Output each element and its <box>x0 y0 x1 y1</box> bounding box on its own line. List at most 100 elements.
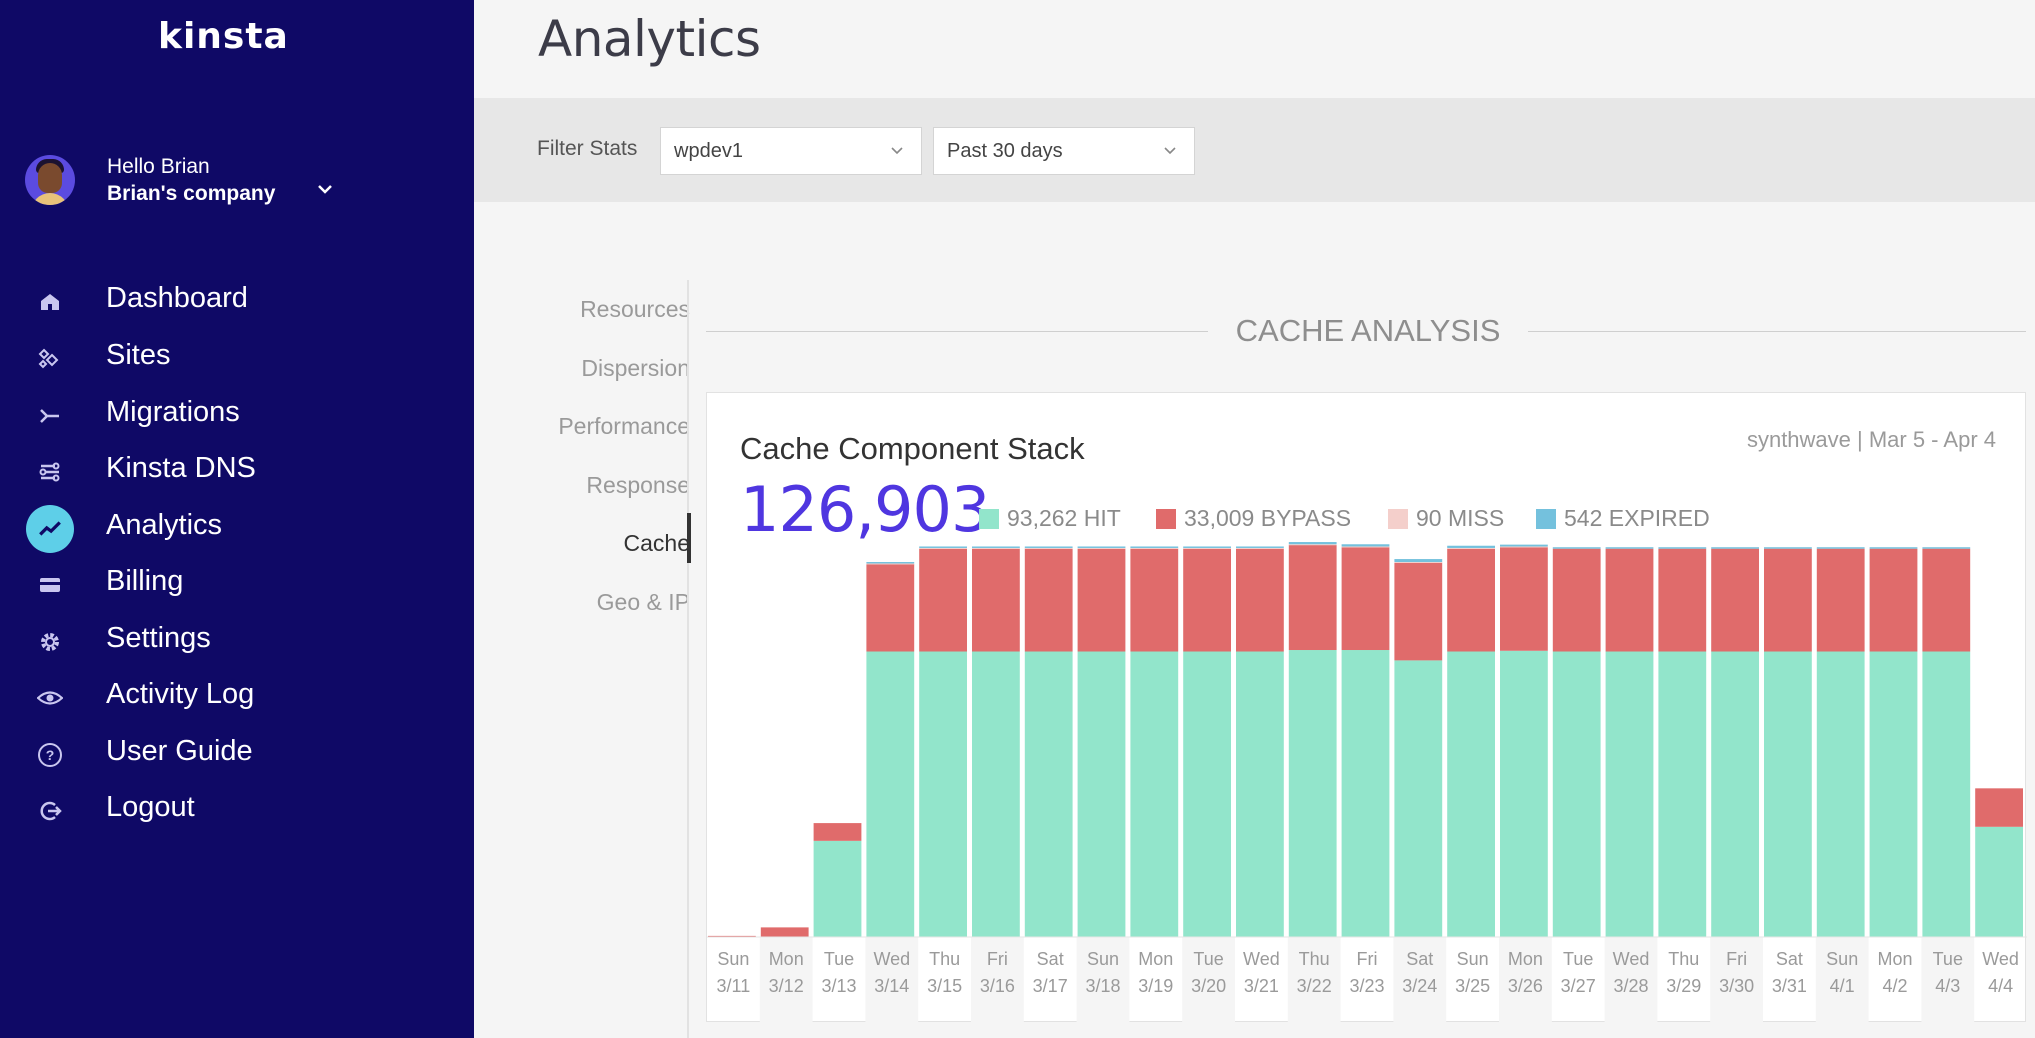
bar-bypass[interactable] <box>866 564 915 652</box>
subnav-dispersion[interactable]: Dispersion <box>581 355 690 381</box>
bar-hit[interactable] <box>1764 651 1812 937</box>
bar-hit[interactable] <box>1447 651 1495 937</box>
bar-expired[interactable] <box>1816 547 1865 549</box>
nav-item-billing[interactable]: Billing <box>0 551 474 611</box>
bar-hit[interactable] <box>972 651 1020 937</box>
bar-hit[interactable] <box>866 651 915 937</box>
nav-item-user-guide[interactable]: ? User Guide <box>0 721 474 781</box>
bar-bypass[interactable] <box>1447 548 1495 652</box>
bar-bypass[interactable] <box>919 548 967 652</box>
bar-miss[interactable] <box>1288 544 1337 546</box>
bar-bypass[interactable] <box>1130 548 1179 652</box>
bar-hit[interactable] <box>1341 650 1390 937</box>
bar-expired[interactable] <box>1711 547 1759 549</box>
bar-hit[interactable] <box>1394 660 1443 937</box>
bar-hit[interactable] <box>1869 651 1918 937</box>
bar-hit[interactable] <box>1236 651 1284 937</box>
bar-expired[interactable] <box>866 562 915 564</box>
bar-hit[interactable] <box>1975 826 2023 937</box>
bar-hit[interactable] <box>919 651 967 937</box>
bar-miss[interactable] <box>1447 547 1495 549</box>
bar-expired[interactable] <box>1394 559 1443 563</box>
bar-bypass[interactable] <box>1816 548 1865 652</box>
bar-hit[interactable] <box>1552 651 1601 937</box>
bar-miss[interactable] <box>1500 546 1548 548</box>
nav-item-analytics[interactable]: Analytics <box>0 495 474 555</box>
bar-expired[interactable] <box>1341 544 1390 547</box>
bar-hit[interactable] <box>1605 651 1654 937</box>
bar-expired[interactable] <box>1024 546 1073 548</box>
nav-item-activity-log[interactable]: Activity Log <box>0 664 474 724</box>
subnav-response[interactable]: Response <box>586 472 690 498</box>
date-range-select[interactable]: Past 30 days <box>933 127 1195 175</box>
bar-bypass[interactable] <box>1869 548 1918 652</box>
bar-miss[interactable] <box>1130 547 1179 549</box>
bar-expired[interactable] <box>919 546 967 548</box>
bar-expired[interactable] <box>1500 544 1548 547</box>
user-menu[interactable]: Hello Brian Brian's company <box>25 155 445 225</box>
bar-bypass[interactable] <box>1236 548 1284 652</box>
bar-bypass[interactable] <box>1341 547 1390 651</box>
bar-expired[interactable] <box>1764 547 1812 549</box>
bar-expired[interactable] <box>1922 547 1971 549</box>
bar-bypass[interactable] <box>1658 548 1707 652</box>
subnav-resources[interactable]: Resources <box>580 296 690 322</box>
bar-hit[interactable] <box>1658 651 1707 937</box>
bar-expired[interactable] <box>1605 547 1654 549</box>
bar-bypass[interactable] <box>1711 548 1759 652</box>
kinsta-logo[interactable]: kinsta <box>158 16 300 66</box>
bar-miss[interactable] <box>1183 547 1231 549</box>
subnav-geo-ip[interactable]: Geo & IP <box>596 589 690 615</box>
bar-miss[interactable] <box>919 547 967 549</box>
bar-bypass[interactable] <box>1183 548 1231 652</box>
nav-item-migrations[interactable]: Migrations <box>0 382 474 442</box>
bar-miss[interactable] <box>866 563 915 565</box>
subnav-cache[interactable]: Cache <box>623 530 690 556</box>
bar-hit[interactable] <box>1288 650 1337 937</box>
bar-bypass[interactable] <box>708 935 756 937</box>
nav-item-settings[interactable]: Settings <box>0 608 474 668</box>
bar-expired[interactable] <box>972 546 1020 548</box>
bar-hit[interactable] <box>1077 651 1126 937</box>
bar-bypass[interactable] <box>972 548 1020 652</box>
bar-bypass[interactable] <box>1922 548 1971 652</box>
bar-bypass[interactable] <box>1764 548 1812 652</box>
bar-hit[interactable] <box>1024 651 1073 937</box>
bar-expired[interactable] <box>1447 545 1495 548</box>
bar-bypass[interactable] <box>1500 547 1548 651</box>
bar-expired[interactable] <box>1130 546 1179 548</box>
bar-hit[interactable] <box>1130 651 1179 937</box>
bar-miss[interactable] <box>1024 547 1073 549</box>
bar-miss[interactable] <box>1236 547 1284 549</box>
bar-bypass[interactable] <box>1552 548 1601 652</box>
bar-miss[interactable] <box>972 547 1020 549</box>
site-select[interactable]: wpdev1 <box>660 127 922 175</box>
bar-miss[interactable] <box>1394 562 1443 564</box>
bar-expired[interactable] <box>1236 546 1284 548</box>
bar-bypass[interactable] <box>1288 545 1337 651</box>
nav-item-kinsta-dns[interactable]: Kinsta DNS <box>0 438 474 498</box>
bar-hit[interactable] <box>1922 651 1971 937</box>
bar-bypass[interactable] <box>1024 548 1073 652</box>
subnav-performance[interactable]: Performance <box>558 413 690 439</box>
bar-hit[interactable] <box>1711 651 1759 937</box>
bar-bypass[interactable] <box>760 927 809 937</box>
bar-expired[interactable] <box>1869 547 1918 549</box>
bar-expired[interactable] <box>1183 546 1231 548</box>
bar-bypass[interactable] <box>813 823 862 841</box>
bar-expired[interactable] <box>1077 546 1126 548</box>
bar-miss[interactable] <box>1077 547 1126 549</box>
chevron-down-icon[interactable] <box>315 179 335 199</box>
bar-hit[interactable] <box>1500 650 1548 937</box>
bar-miss[interactable] <box>1341 546 1390 548</box>
bar-hit[interactable] <box>813 840 862 937</box>
bar-expired[interactable] <box>1658 547 1707 549</box>
nav-item-logout[interactable]: Logout <box>0 777 474 837</box>
bar-hit[interactable] <box>1816 651 1865 937</box>
bar-bypass[interactable] <box>1394 562 1443 661</box>
bar-expired[interactable] <box>1552 547 1601 549</box>
bar-bypass[interactable] <box>1077 548 1126 652</box>
bar-bypass[interactable] <box>1975 788 2023 827</box>
bar-hit[interactable] <box>1183 651 1231 937</box>
bar-expired[interactable] <box>1288 542 1337 545</box>
